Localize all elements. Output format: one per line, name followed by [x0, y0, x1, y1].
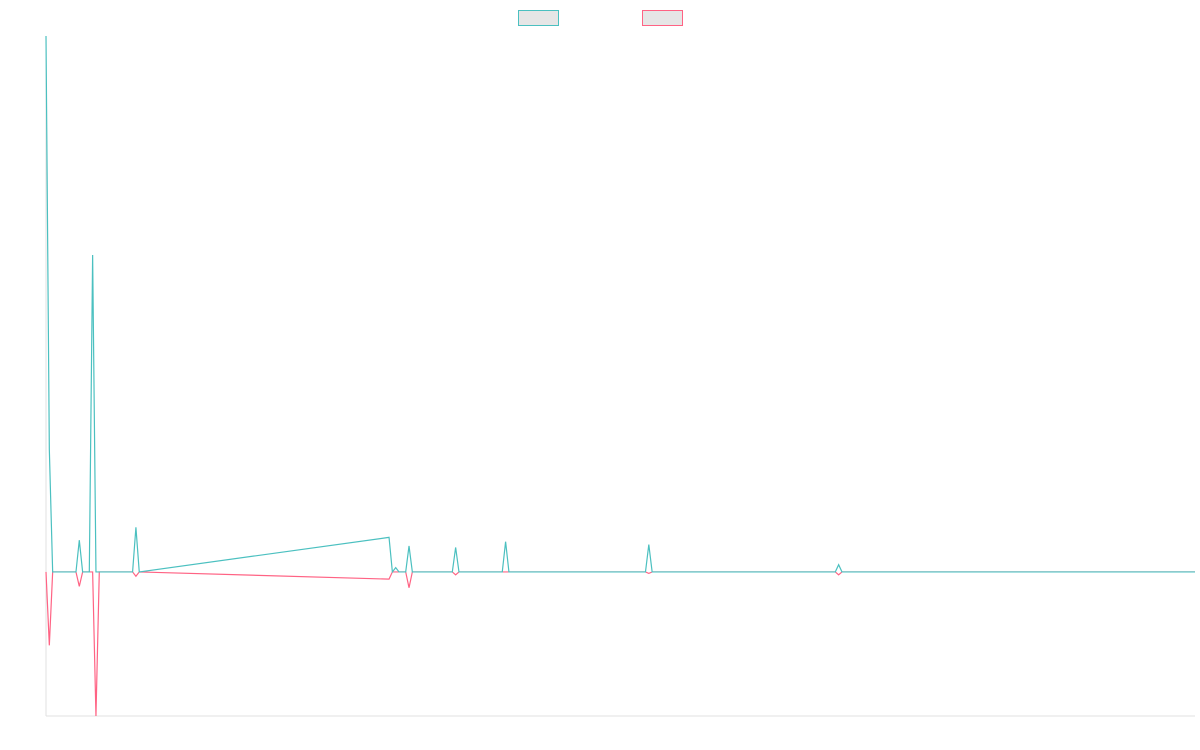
legend-swatch — [642, 10, 683, 26]
legend-swatch — [518, 10, 559, 26]
series-line — [45, 35, 1195, 574]
series-line — [45, 571, 1195, 717]
